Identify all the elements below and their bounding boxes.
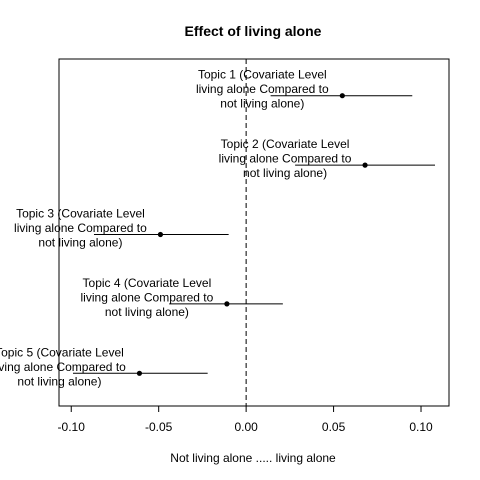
point-estimate <box>224 301 230 307</box>
point-estimate <box>157 231 164 238</box>
point-label: Topic 5 (Covariate Level living alone Com… <box>0 345 126 388</box>
chart-title: Effect of living alone <box>185 23 322 39</box>
x-axis-label: Not living alone ..... living alone <box>170 451 336 465</box>
x-tick-label: 0.10 <box>409 420 433 434</box>
points-layer: Topic 1 (Covariate Level living alone Com… <box>0 68 436 388</box>
x-tick-label: -0.10 <box>58 420 86 434</box>
point-label: Topic 3 (Covariate Level living alone Com… <box>14 207 147 250</box>
point-estimate <box>362 162 368 168</box>
point-label: Topic 4 (Covariate Level living alone Com… <box>81 276 214 319</box>
point-label: Topic 1 (Covariate Level living alone Com… <box>196 68 329 111</box>
x-axis: -0.10 -0.05 0.00 0.05 0.10 <box>58 406 433 434</box>
plot-frame <box>58 58 450 407</box>
x-tick-label: 0.05 <box>322 420 346 434</box>
point-label: Topic 2 (Covariate Level living alone Com… <box>219 137 352 180</box>
x-tick-label: -0.05 <box>145 420 173 434</box>
point-estimate <box>339 93 345 99</box>
point-estimate <box>136 370 143 376</box>
x-tick-label: 0.00 <box>234 420 258 434</box>
